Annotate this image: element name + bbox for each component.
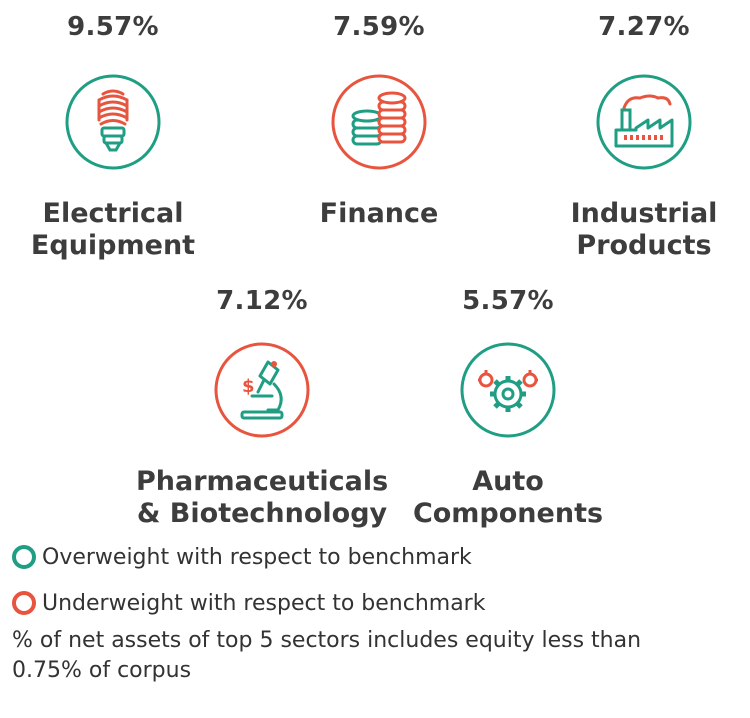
sector-name: Auto Components <box>412 466 604 529</box>
sector-pharmaceuticals-biotechnology: 7.12% $ Pharmaceuticals & Biotechnology <box>136 284 388 530</box>
sector-percent: 5.57% <box>462 286 554 316</box>
coins-icon <box>329 72 429 172</box>
underweight-ring-icon <box>12 591 36 615</box>
sector-electrical-equipment: 9.57% Electrical Equipment <box>3 10 223 262</box>
gears-icon <box>458 340 558 440</box>
sector-industrial-products: 7.27% Industrial Products <box>534 10 750 262</box>
legend-overweight-label: Overweight with respect to benchmark <box>42 544 472 570</box>
overweight-ring-icon <box>12 545 36 569</box>
sector-name: Pharmaceuticals & Biotechnology <box>136 466 389 529</box>
legend-underweight: Underweight with respect to benchmark <box>12 586 485 620</box>
legend-underweight-label: Underweight with respect to benchmark <box>42 590 486 616</box>
factory-icon <box>594 72 694 172</box>
sector-auto-components: 5.57% <box>398 284 618 530</box>
svg-text:$: $ <box>242 376 255 397</box>
microscope-icon: $ <box>212 340 312 440</box>
sector-percent: 7.12% <box>216 286 308 316</box>
sector-name: Finance <box>319 198 439 229</box>
light-bulb-icon <box>63 72 163 172</box>
legend-overweight: Overweight with respect to benchmark <box>12 540 472 574</box>
sector-percent: 7.27% <box>598 12 690 42</box>
sector-percent: 7.59% <box>333 12 425 42</box>
sector-finance: 7.59% Finance <box>269 10 489 230</box>
sector-name: Electrical Equipment <box>30 198 196 261</box>
sector-percent: 9.57% <box>67 12 159 42</box>
sector-name: Industrial Products <box>570 198 718 261</box>
footnote: % of net assets of top 5 sectors include… <box>12 628 642 683</box>
